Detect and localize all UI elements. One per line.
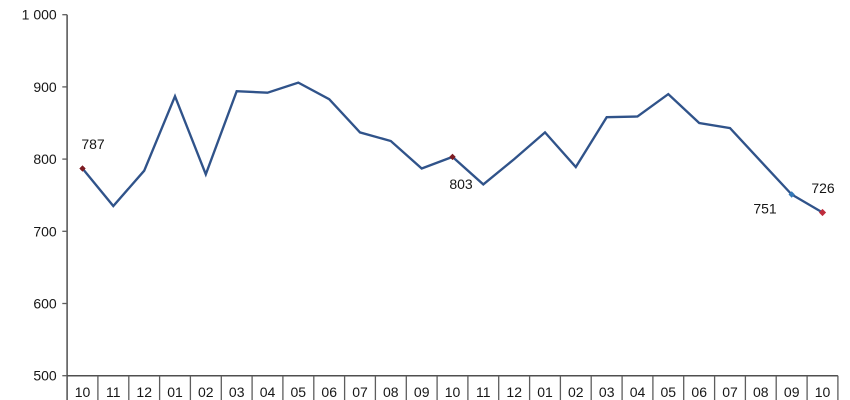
svg-text:600: 600 xyxy=(33,296,57,312)
svg-text:787: 787 xyxy=(81,136,105,152)
svg-text:500: 500 xyxy=(33,368,57,384)
svg-text:04: 04 xyxy=(630,384,646,400)
svg-text:05: 05 xyxy=(291,384,307,400)
svg-text:12: 12 xyxy=(136,384,152,400)
svg-text:09: 09 xyxy=(784,384,800,400)
svg-text:07: 07 xyxy=(352,384,368,400)
svg-text:06: 06 xyxy=(691,384,707,400)
svg-text:07: 07 xyxy=(722,384,738,400)
svg-text:01: 01 xyxy=(167,384,183,400)
svg-text:02: 02 xyxy=(198,384,214,400)
svg-text:11: 11 xyxy=(476,384,491,400)
svg-text:03: 03 xyxy=(229,384,245,400)
svg-text:04: 04 xyxy=(260,384,276,400)
svg-text:900: 900 xyxy=(33,79,57,95)
svg-text:751: 751 xyxy=(753,201,777,217)
svg-text:01: 01 xyxy=(537,384,553,400)
svg-text:10: 10 xyxy=(75,384,91,400)
svg-text:803: 803 xyxy=(449,176,473,192)
svg-text:03: 03 xyxy=(599,384,615,400)
svg-text:06: 06 xyxy=(321,384,337,400)
svg-text:10: 10 xyxy=(445,384,461,400)
svg-text:800: 800 xyxy=(33,151,57,167)
svg-text:08: 08 xyxy=(383,384,399,400)
svg-text:02: 02 xyxy=(568,384,584,400)
svg-text:726: 726 xyxy=(811,180,835,196)
svg-text:05: 05 xyxy=(661,384,677,400)
svg-text:1 000: 1 000 xyxy=(22,7,57,23)
svg-text:09: 09 xyxy=(414,384,430,400)
svg-text:12: 12 xyxy=(506,384,522,400)
svg-text:700: 700 xyxy=(33,223,57,239)
svg-text:08: 08 xyxy=(753,384,769,400)
svg-text:10: 10 xyxy=(815,384,831,400)
svg-text:11: 11 xyxy=(106,384,121,400)
